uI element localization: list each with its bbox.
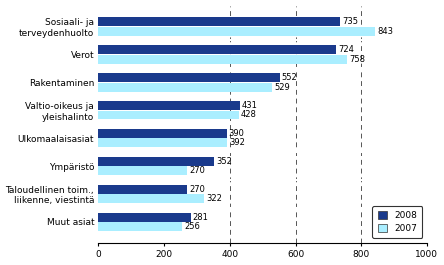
- Text: 270: 270: [189, 185, 205, 194]
- Text: 322: 322: [206, 194, 222, 203]
- Text: 428: 428: [241, 111, 257, 120]
- Legend: 2008, 2007: 2008, 2007: [373, 206, 422, 238]
- Bar: [99, 73, 280, 82]
- Text: 390: 390: [229, 129, 244, 138]
- Bar: [99, 213, 190, 222]
- Bar: [99, 157, 214, 166]
- Text: 552: 552: [281, 73, 297, 82]
- Text: 392: 392: [229, 138, 245, 147]
- Bar: [99, 83, 272, 91]
- Bar: [99, 111, 239, 120]
- Text: 735: 735: [342, 17, 358, 26]
- Bar: [99, 101, 240, 110]
- Bar: [99, 55, 347, 64]
- Bar: [99, 222, 182, 231]
- Text: 529: 529: [274, 83, 290, 92]
- Text: 352: 352: [216, 157, 232, 166]
- Bar: [99, 129, 226, 138]
- Bar: [99, 166, 187, 175]
- Bar: [99, 185, 187, 194]
- Text: 281: 281: [193, 213, 209, 222]
- Text: 758: 758: [349, 55, 365, 64]
- Bar: [99, 27, 375, 36]
- Text: 256: 256: [184, 222, 200, 231]
- Bar: [99, 45, 336, 54]
- Bar: [99, 17, 340, 26]
- Text: 843: 843: [377, 27, 393, 36]
- Text: 724: 724: [338, 45, 354, 54]
- Bar: [99, 194, 204, 203]
- Text: 431: 431: [242, 101, 258, 110]
- Text: 270: 270: [189, 166, 205, 175]
- Bar: [99, 138, 227, 147]
